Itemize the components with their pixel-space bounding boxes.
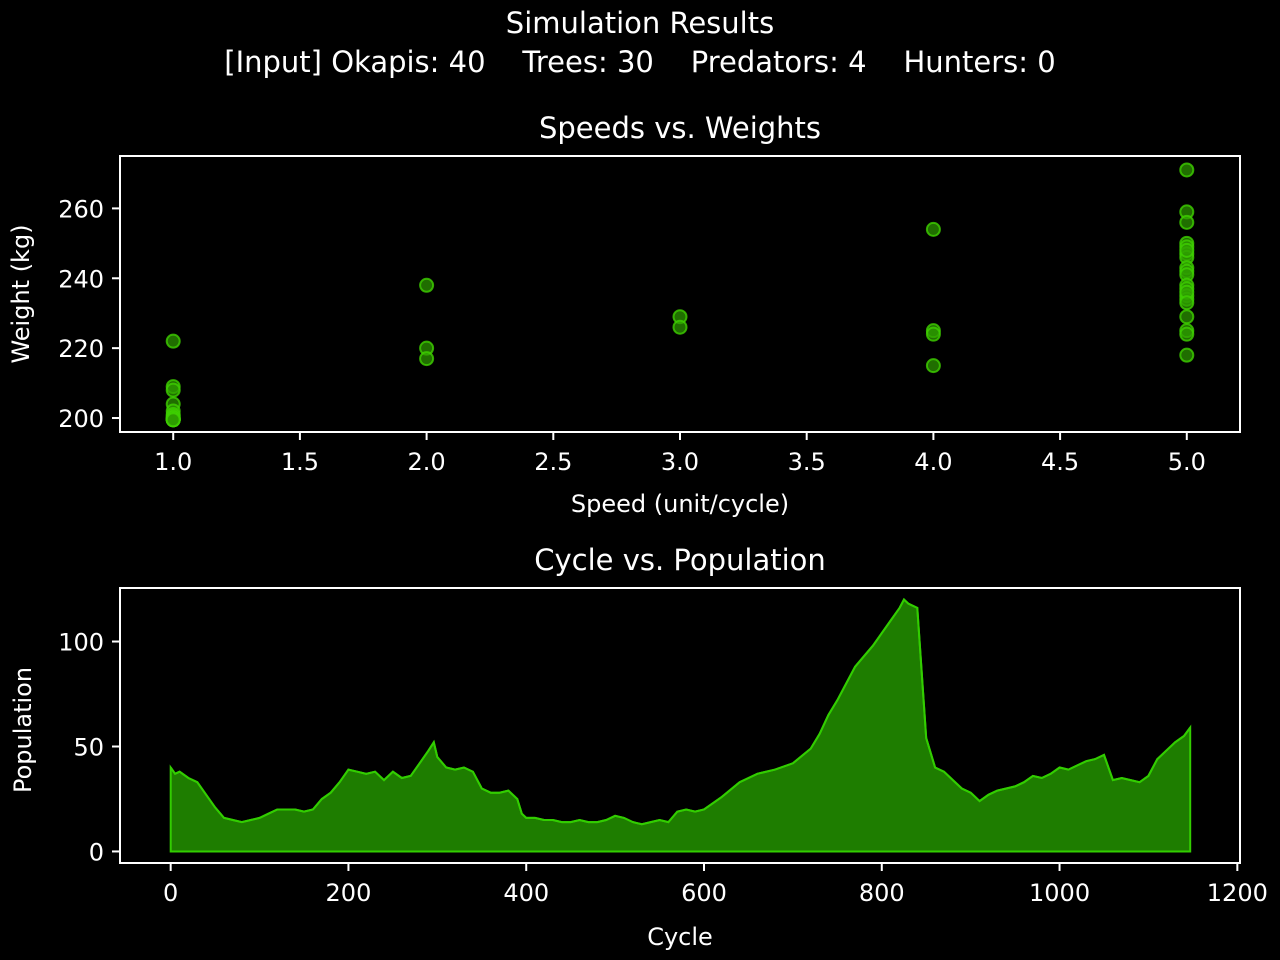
scatter-x-tick-label: 4.0 xyxy=(914,448,952,476)
scatter-point xyxy=(1179,242,1195,258)
area-plot-frame xyxy=(119,587,1241,864)
area-x-ticks: 0 200 400 600 800 1000 1200 xyxy=(163,863,1268,907)
area-chart: Cycle vs. Population 0 200 400 600 800 1000 12… xyxy=(9,543,1268,951)
area-title: Cycle vs. Population xyxy=(534,543,826,577)
scatter-x-tick-label: 5.0 xyxy=(1168,448,1206,476)
area-x-tick-label: 200 xyxy=(326,879,372,907)
area-x-tick-label: 1200 xyxy=(1207,879,1268,907)
scatter-y-tick-label: 240 xyxy=(58,265,104,293)
scatter-point xyxy=(419,351,435,367)
scatter-point xyxy=(1179,347,1195,363)
area-y-tick-label: 0 xyxy=(89,838,104,866)
scatter-point xyxy=(165,412,181,428)
scatter-y-tick-label: 220 xyxy=(58,335,104,363)
scatter-point xyxy=(165,333,181,349)
area-x-axis-label: Cycle xyxy=(647,923,713,951)
scatter-point xyxy=(925,326,941,342)
scatter-point xyxy=(1179,295,1195,311)
area-x-tick-label: 600 xyxy=(681,879,727,907)
scatter-x-tick-label: 2.0 xyxy=(408,448,446,476)
area-x-tick-label: 400 xyxy=(503,879,549,907)
area-y-tick-label: 100 xyxy=(58,629,104,657)
scatter-point xyxy=(672,319,688,335)
scatter-points xyxy=(165,162,1195,428)
area-x-tick-label: 0 xyxy=(163,879,178,907)
scatter-point xyxy=(1179,326,1195,342)
scatter-x-tick-label: 4.5 xyxy=(1041,448,1079,476)
area-line xyxy=(169,597,1192,826)
scatter-x-tick-label: 2.5 xyxy=(534,448,572,476)
scatter-y-ticks: 200 220 240 260 xyxy=(58,195,120,433)
scatter-x-axis-label: Speed (unit/cycle) xyxy=(571,490,789,518)
scatter-x-tick-label: 1.5 xyxy=(281,448,319,476)
scatter-point xyxy=(1179,214,1195,230)
scatter-point xyxy=(1179,309,1195,325)
scatter-title: Speeds vs. Weights xyxy=(539,111,821,145)
scatter-x-tick-label: 1.0 xyxy=(154,448,192,476)
scatter-point xyxy=(1179,162,1195,178)
scatter-x-tick-label: 3.0 xyxy=(661,448,699,476)
scatter-point xyxy=(925,358,941,374)
area-x-tick-label: 1000 xyxy=(1029,879,1090,907)
figure-title: Simulation Results xyxy=(506,6,774,40)
scatter-y-tick-label: 260 xyxy=(58,195,104,223)
area-series xyxy=(169,597,1192,853)
scatter-point xyxy=(419,277,435,293)
area-y-tick-label: 50 xyxy=(73,733,104,761)
figure-subtitle: [Input] Okapis: 40 Trees: 30 Predators: … xyxy=(224,45,1055,79)
area-y-ticks: 0 50 100 xyxy=(58,629,120,866)
scatter-point xyxy=(165,382,181,398)
scatter-point xyxy=(925,221,941,237)
scatter-x-ticks: 1.0 1.5 2.0 2.5 3.0 3.5 4.0 4.5 5.0 xyxy=(154,432,1206,476)
scatter-x-tick-label: 3.5 xyxy=(788,448,826,476)
scatter-y-axis-label: Weight (kg) xyxy=(7,224,35,363)
area-x-tick-label: 800 xyxy=(859,879,905,907)
area-y-axis-label: Population xyxy=(9,667,37,793)
scatter-y-tick-label: 200 xyxy=(58,405,104,433)
scatter-chart: Speeds vs. Weights 1.0 1.5 2.0 2.5 3.0 3.5 4.0… xyxy=(7,111,1241,518)
